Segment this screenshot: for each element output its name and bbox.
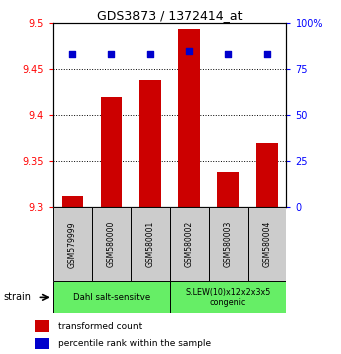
Text: GSM579999: GSM579999 xyxy=(68,221,77,268)
Point xyxy=(187,48,192,53)
Text: GSM580001: GSM580001 xyxy=(146,221,155,267)
Bar xyxy=(35,320,49,332)
Bar xyxy=(131,207,169,281)
Point xyxy=(225,51,231,57)
Bar xyxy=(256,143,278,207)
Text: GSM580002: GSM580002 xyxy=(184,221,194,267)
Point xyxy=(147,51,153,57)
Bar xyxy=(139,80,161,207)
Bar xyxy=(53,281,169,313)
Text: Dahl salt-sensitve: Dahl salt-sensitve xyxy=(73,293,150,302)
Bar xyxy=(62,196,83,207)
Title: GDS3873 / 1372414_at: GDS3873 / 1372414_at xyxy=(97,9,242,22)
Bar xyxy=(92,207,131,281)
Bar xyxy=(169,281,286,313)
Bar xyxy=(248,207,286,281)
Bar xyxy=(101,97,122,207)
Text: transformed count: transformed count xyxy=(59,321,143,331)
Text: GSM580000: GSM580000 xyxy=(107,221,116,268)
Point xyxy=(264,51,270,57)
Text: S.LEW(10)x12x2x3x5
congenic: S.LEW(10)x12x2x3x5 congenic xyxy=(186,288,271,307)
Text: strain: strain xyxy=(3,292,31,302)
Text: percentile rank within the sample: percentile rank within the sample xyxy=(59,339,212,348)
Text: GSM580004: GSM580004 xyxy=(263,221,271,268)
Point xyxy=(70,51,75,57)
Bar xyxy=(178,29,200,207)
Bar xyxy=(35,338,49,349)
Text: GSM580003: GSM580003 xyxy=(224,221,233,268)
Bar xyxy=(169,207,209,281)
Point xyxy=(108,51,114,57)
Bar xyxy=(209,207,248,281)
Bar xyxy=(53,207,92,281)
Bar xyxy=(217,172,239,207)
